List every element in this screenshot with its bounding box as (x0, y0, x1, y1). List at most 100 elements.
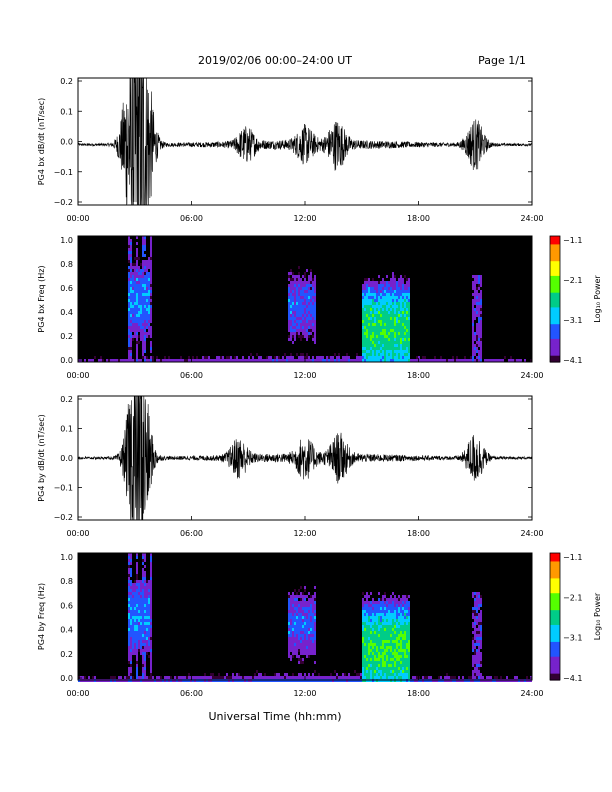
spectrogram-cell (134, 269, 136, 272)
spectrogram-cell (390, 311, 392, 314)
spectrogram-cell (150, 341, 152, 344)
spectrogram-cell (390, 305, 392, 308)
spectrogram-cell (312, 311, 314, 314)
spectrogram-cell (138, 287, 140, 290)
spectrogram-cell (290, 658, 292, 661)
spectrogram-cell (386, 347, 388, 350)
spectrogram-cell (128, 269, 130, 272)
x-tick-label: 24:00 (520, 689, 543, 698)
spectrogram-cell (368, 341, 370, 344)
colorbar-cell (550, 271, 560, 275)
spectrogram-cell (472, 350, 474, 353)
spectrogram-cell (382, 655, 384, 658)
spectrogram-cell (364, 604, 366, 607)
spectrogram-cell (292, 655, 294, 658)
spectrogram-cell (480, 598, 482, 601)
spectrogram-cell (384, 667, 386, 670)
spectrogram-cell (182, 359, 184, 362)
spectrogram-cell (476, 667, 478, 670)
spectrogram-cell (130, 296, 132, 299)
spectrogram-cell (394, 281, 396, 284)
x-tick-label: 24:00 (520, 371, 543, 380)
spectrogram-cell (136, 583, 138, 586)
spectrogram-cell (400, 676, 402, 679)
spectrogram-cell (136, 353, 138, 356)
spectrogram-cell (314, 278, 316, 281)
spectrogram-cell (396, 613, 398, 616)
spectrogram-cell (134, 326, 136, 329)
spectrogram-cell (292, 673, 294, 676)
spectrogram-cell (222, 359, 224, 362)
y-tick-label: 0.4 (60, 308, 73, 317)
spectrogram-cell (148, 586, 150, 589)
spectrogram-cell (128, 323, 130, 326)
spectrogram-cell (296, 323, 298, 326)
spectrogram-cell (130, 359, 132, 362)
spectrogram-cell (384, 592, 386, 595)
spectrogram-cell (378, 601, 380, 604)
colorbar-cell (550, 322, 560, 325)
spectrogram-cell (150, 257, 152, 260)
spectrogram-cell (396, 317, 398, 320)
spectrogram-cell (164, 359, 166, 362)
spectrogram-cell (288, 284, 290, 287)
spectrogram-cell (302, 317, 304, 320)
spectrogram-cell (402, 341, 404, 344)
spectrogram-cell (374, 287, 376, 290)
spectrogram-cell (132, 326, 134, 329)
spectrogram-cell (296, 601, 298, 604)
spectrogram-cell (366, 338, 368, 341)
spectrogram-cell (136, 350, 138, 353)
spectrogram-cell (402, 652, 404, 655)
colorbar-cell (550, 663, 560, 666)
spectrogram-cell (390, 320, 392, 323)
spectrogram-cell (132, 589, 134, 592)
spectrogram-cell (140, 296, 142, 299)
spectrogram-cell (188, 673, 190, 676)
spectrogram-cell (502, 359, 504, 362)
spectrogram-cell (140, 619, 142, 622)
spectrogram-cell (310, 284, 312, 287)
spectrogram-cell (130, 664, 132, 667)
colorbar-cell (550, 359, 560, 363)
spectrogram-cell (392, 314, 394, 317)
spectrogram-cell (392, 311, 394, 314)
spectrogram-cell (372, 661, 374, 664)
spectrogram-cell (306, 290, 308, 293)
spectrogram-cell (298, 613, 300, 616)
spectrogram-cell (148, 266, 150, 269)
spectrogram-cell (472, 311, 474, 314)
spectrogram-cell (384, 628, 386, 631)
spectrogram-cell (290, 595, 292, 598)
spectrogram-cell (400, 332, 402, 335)
spectrogram-cell (472, 649, 474, 652)
spectrogram-cell (406, 634, 408, 637)
spectrogram-cell (478, 305, 480, 308)
spectrogram-cell (310, 314, 312, 317)
spectrogram-cell (394, 628, 396, 631)
spectrogram-cell (368, 287, 370, 290)
spectrogram-cell (292, 643, 294, 646)
spectrogram-cell (128, 335, 130, 338)
spectrogram-cell (312, 634, 314, 637)
spectrogram-cell (136, 305, 138, 308)
spectrogram-cell (278, 676, 280, 679)
spectrogram-cell (518, 359, 520, 362)
spectrogram-cell (398, 643, 400, 646)
spectrogram-cell (290, 643, 292, 646)
spectrogram-cell (374, 323, 376, 326)
spectrogram-cell (392, 350, 394, 353)
spectrogram-cell (404, 637, 406, 640)
spectrogram-cell (184, 676, 186, 679)
spectrogram-cell (146, 652, 148, 655)
spectrogram-cell (144, 643, 146, 646)
spectrogram-cell (132, 586, 134, 589)
spectrogram-cell (128, 275, 130, 278)
spectrogram-cell (260, 359, 262, 362)
spectrogram-cell (142, 329, 144, 332)
spectrogram-cell (130, 347, 132, 350)
spectrogram-cell (368, 655, 370, 658)
spectrogram-cell (288, 634, 290, 637)
spectrogram-cell (368, 631, 370, 634)
spectrogram-cell (406, 637, 408, 640)
